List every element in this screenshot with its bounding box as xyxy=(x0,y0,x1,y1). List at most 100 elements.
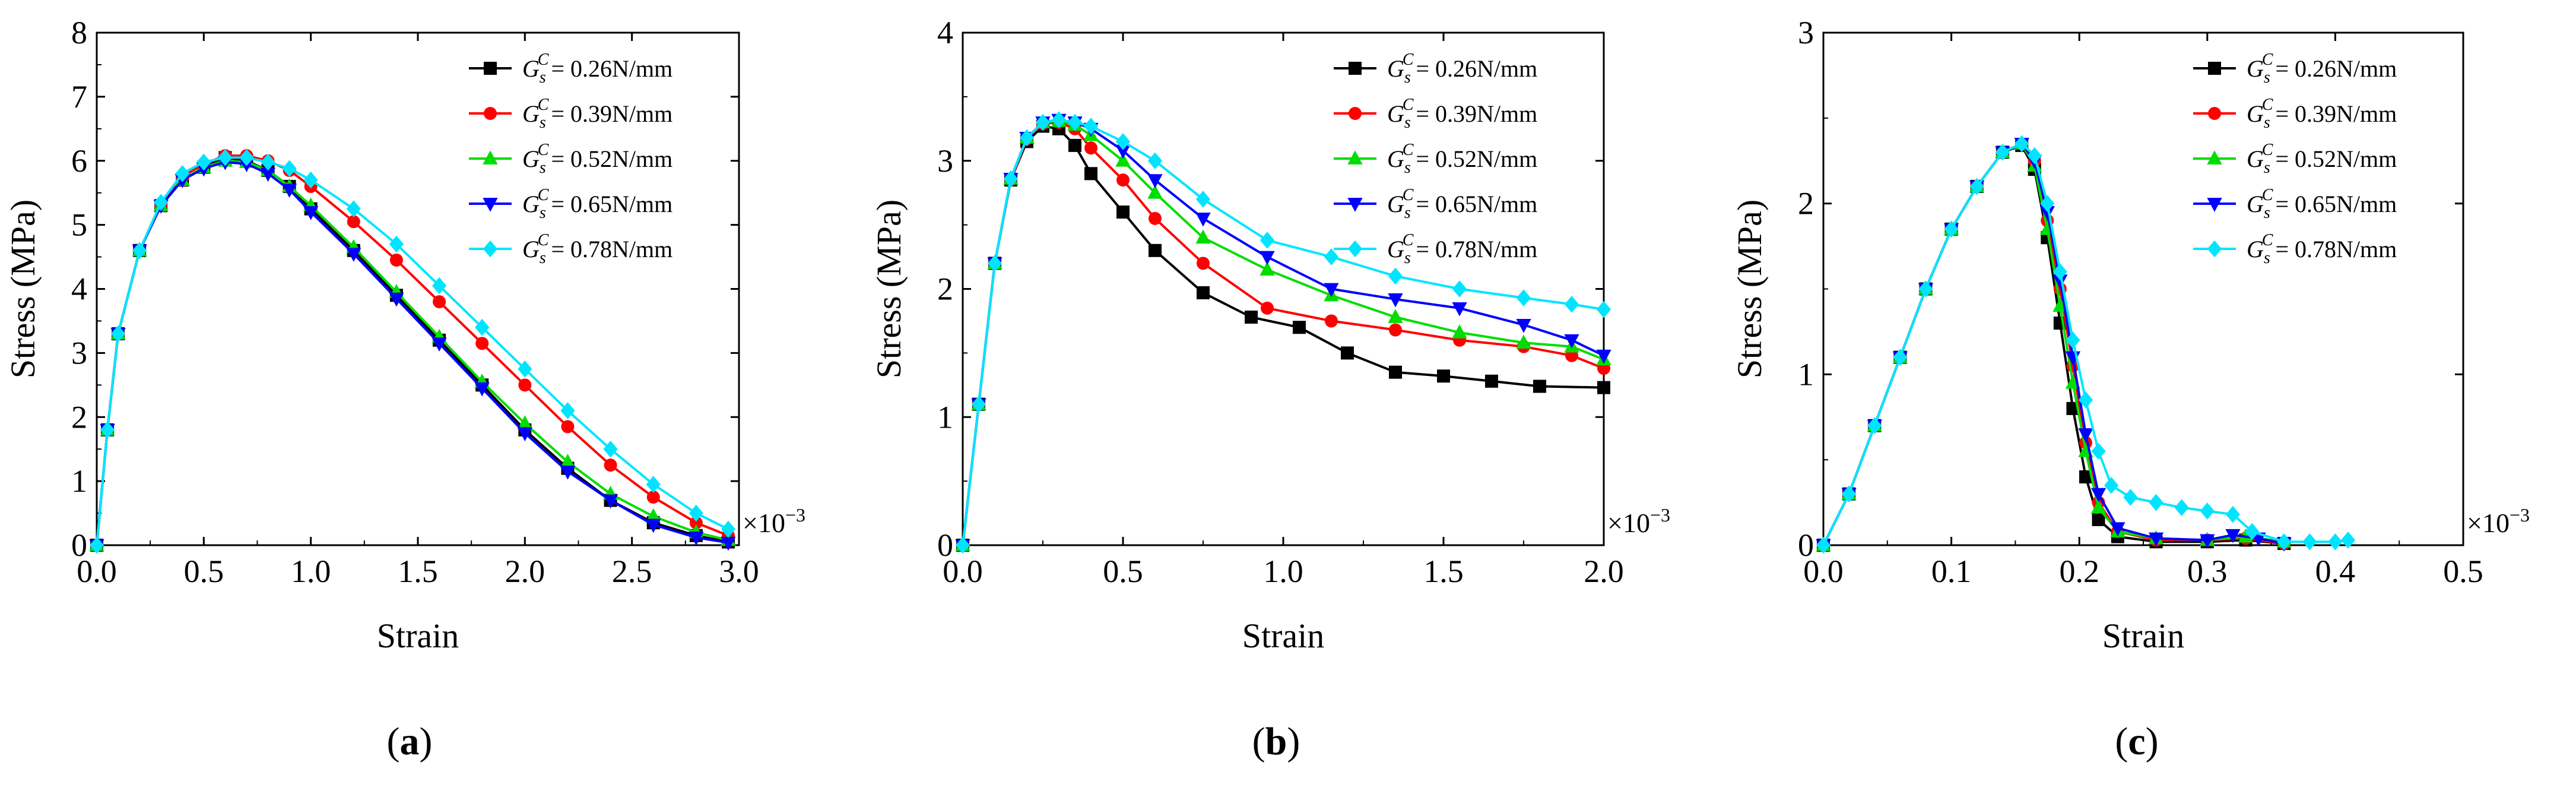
y-tick-label: 4 xyxy=(71,271,87,307)
data-point xyxy=(2302,533,2317,551)
legend-marker xyxy=(2208,107,2221,120)
data-point xyxy=(2090,488,2107,502)
legend-entry: GsC = 0.65N/mm xyxy=(2247,186,2397,222)
data-point xyxy=(432,277,447,295)
legend-marker xyxy=(2207,198,2222,212)
data-point xyxy=(1115,133,1131,150)
data-point xyxy=(1564,334,1579,349)
data-point xyxy=(1147,174,1163,188)
data-point xyxy=(1149,211,1162,225)
data-point xyxy=(518,360,532,378)
legend-entry: GsC = 0.78N/mm xyxy=(2247,231,2397,267)
data-point xyxy=(1051,111,1067,129)
data-point xyxy=(1389,323,1402,337)
x-tick-label: 1.0 xyxy=(1263,554,1303,589)
data-point xyxy=(2052,263,2067,281)
data-point xyxy=(1516,334,1531,349)
y-tick-label: 7 xyxy=(71,79,87,115)
data-point xyxy=(1084,141,1097,155)
data-point xyxy=(1816,536,1831,554)
legend-marker xyxy=(483,240,498,258)
data-point xyxy=(389,235,404,253)
data-point xyxy=(1083,118,1099,135)
legend-marker xyxy=(484,107,497,120)
legend: GsC = 0.26N/mm GsC = 0.39N/mm GsC = 0.52N/mm G… xyxy=(469,50,672,267)
legend: GsC = 0.26N/mm GsC = 0.39N/mm GsC = 0.52N/mm G… xyxy=(1334,50,1537,267)
chart-panel-a: 0.0 0.5 1.0 1.5 2.0 2.5 3.0 0 1 2 3 4 5 6 7 8 Strain Stre… xyxy=(4,15,805,763)
data-point xyxy=(646,518,661,533)
data-point xyxy=(955,536,970,554)
data-point xyxy=(689,516,703,530)
legend-marker xyxy=(2208,62,2221,75)
data-point xyxy=(1564,296,1579,313)
legend-marker xyxy=(2207,150,2222,165)
data-point xyxy=(2090,499,2107,514)
series-line xyxy=(962,118,1604,546)
data-point xyxy=(1197,286,1210,299)
legend-marker xyxy=(1349,107,1362,120)
data-point xyxy=(721,536,736,551)
data-point xyxy=(1597,381,1610,394)
y-tick-label: 1 xyxy=(1798,356,1814,392)
series-line xyxy=(96,156,729,546)
data-point xyxy=(517,427,532,441)
legend-marker xyxy=(1349,62,1362,75)
legend-entry: GsC = 0.39N/mm xyxy=(2247,96,2397,132)
data-point xyxy=(646,476,661,493)
x-multiplier-label: ×10−3 xyxy=(2467,504,2530,538)
data-point xyxy=(2328,533,2343,551)
y-tick-label: 0 xyxy=(937,527,953,563)
legend-entry: GsC = 0.65N/mm xyxy=(1387,186,1537,222)
y-tick-label: 2 xyxy=(71,399,87,435)
data-point xyxy=(1918,280,1933,298)
data-point xyxy=(1084,167,1097,181)
series-3 xyxy=(955,113,1611,551)
legend-entry: GsC = 0.78N/mm xyxy=(522,231,672,267)
data-point xyxy=(1893,349,1908,366)
data-point xyxy=(282,160,297,177)
legend-marker xyxy=(483,150,498,165)
x-tick-label: 3.0 xyxy=(719,554,759,589)
data-point xyxy=(475,337,489,350)
data-point xyxy=(347,215,360,229)
data-point xyxy=(2027,147,2042,165)
x-axis-title: Strain xyxy=(2102,616,2185,655)
series-1 xyxy=(956,119,1610,552)
x-tick-label: 0.3 xyxy=(2187,554,2228,589)
data-point xyxy=(1516,289,1531,306)
data-point xyxy=(2174,499,2189,517)
data-point xyxy=(1325,314,1338,328)
data-point xyxy=(1452,324,1467,339)
data-point xyxy=(1115,144,1131,159)
series-line xyxy=(962,118,1604,546)
legend-marker xyxy=(1347,240,1363,258)
data-point xyxy=(346,248,361,262)
data-point xyxy=(1197,257,1210,270)
data-point xyxy=(1116,173,1130,187)
x-tick-label: 1.5 xyxy=(1423,554,1464,589)
x-tick-label: 0.0 xyxy=(943,554,983,589)
data-point xyxy=(2040,195,2055,212)
data-point xyxy=(689,532,704,546)
data-point xyxy=(2200,502,2215,520)
legend-entry: GsC = 0.26N/mm xyxy=(1387,50,1537,87)
x-tick-label: 0.5 xyxy=(2443,554,2483,589)
panel-label-a: (a) xyxy=(387,720,433,763)
x-multiplier-label: ×10−3 xyxy=(743,504,805,538)
data-point xyxy=(1245,310,1258,324)
data-point xyxy=(2066,331,2080,349)
x-tick-label: 0.5 xyxy=(184,554,224,589)
data-point xyxy=(475,318,490,336)
data-point xyxy=(154,194,169,211)
x-tick-label: 0.2 xyxy=(2059,554,2099,589)
data-point xyxy=(1388,267,1403,285)
y-tick-label: 3 xyxy=(1798,15,1814,50)
data-point xyxy=(1195,212,1211,227)
data-point xyxy=(389,253,403,267)
data-point xyxy=(1324,248,1339,265)
data-point xyxy=(2104,477,2119,494)
data-point xyxy=(561,420,575,434)
data-point xyxy=(100,421,115,439)
data-point xyxy=(1867,417,1882,434)
legend-marker xyxy=(484,62,497,75)
